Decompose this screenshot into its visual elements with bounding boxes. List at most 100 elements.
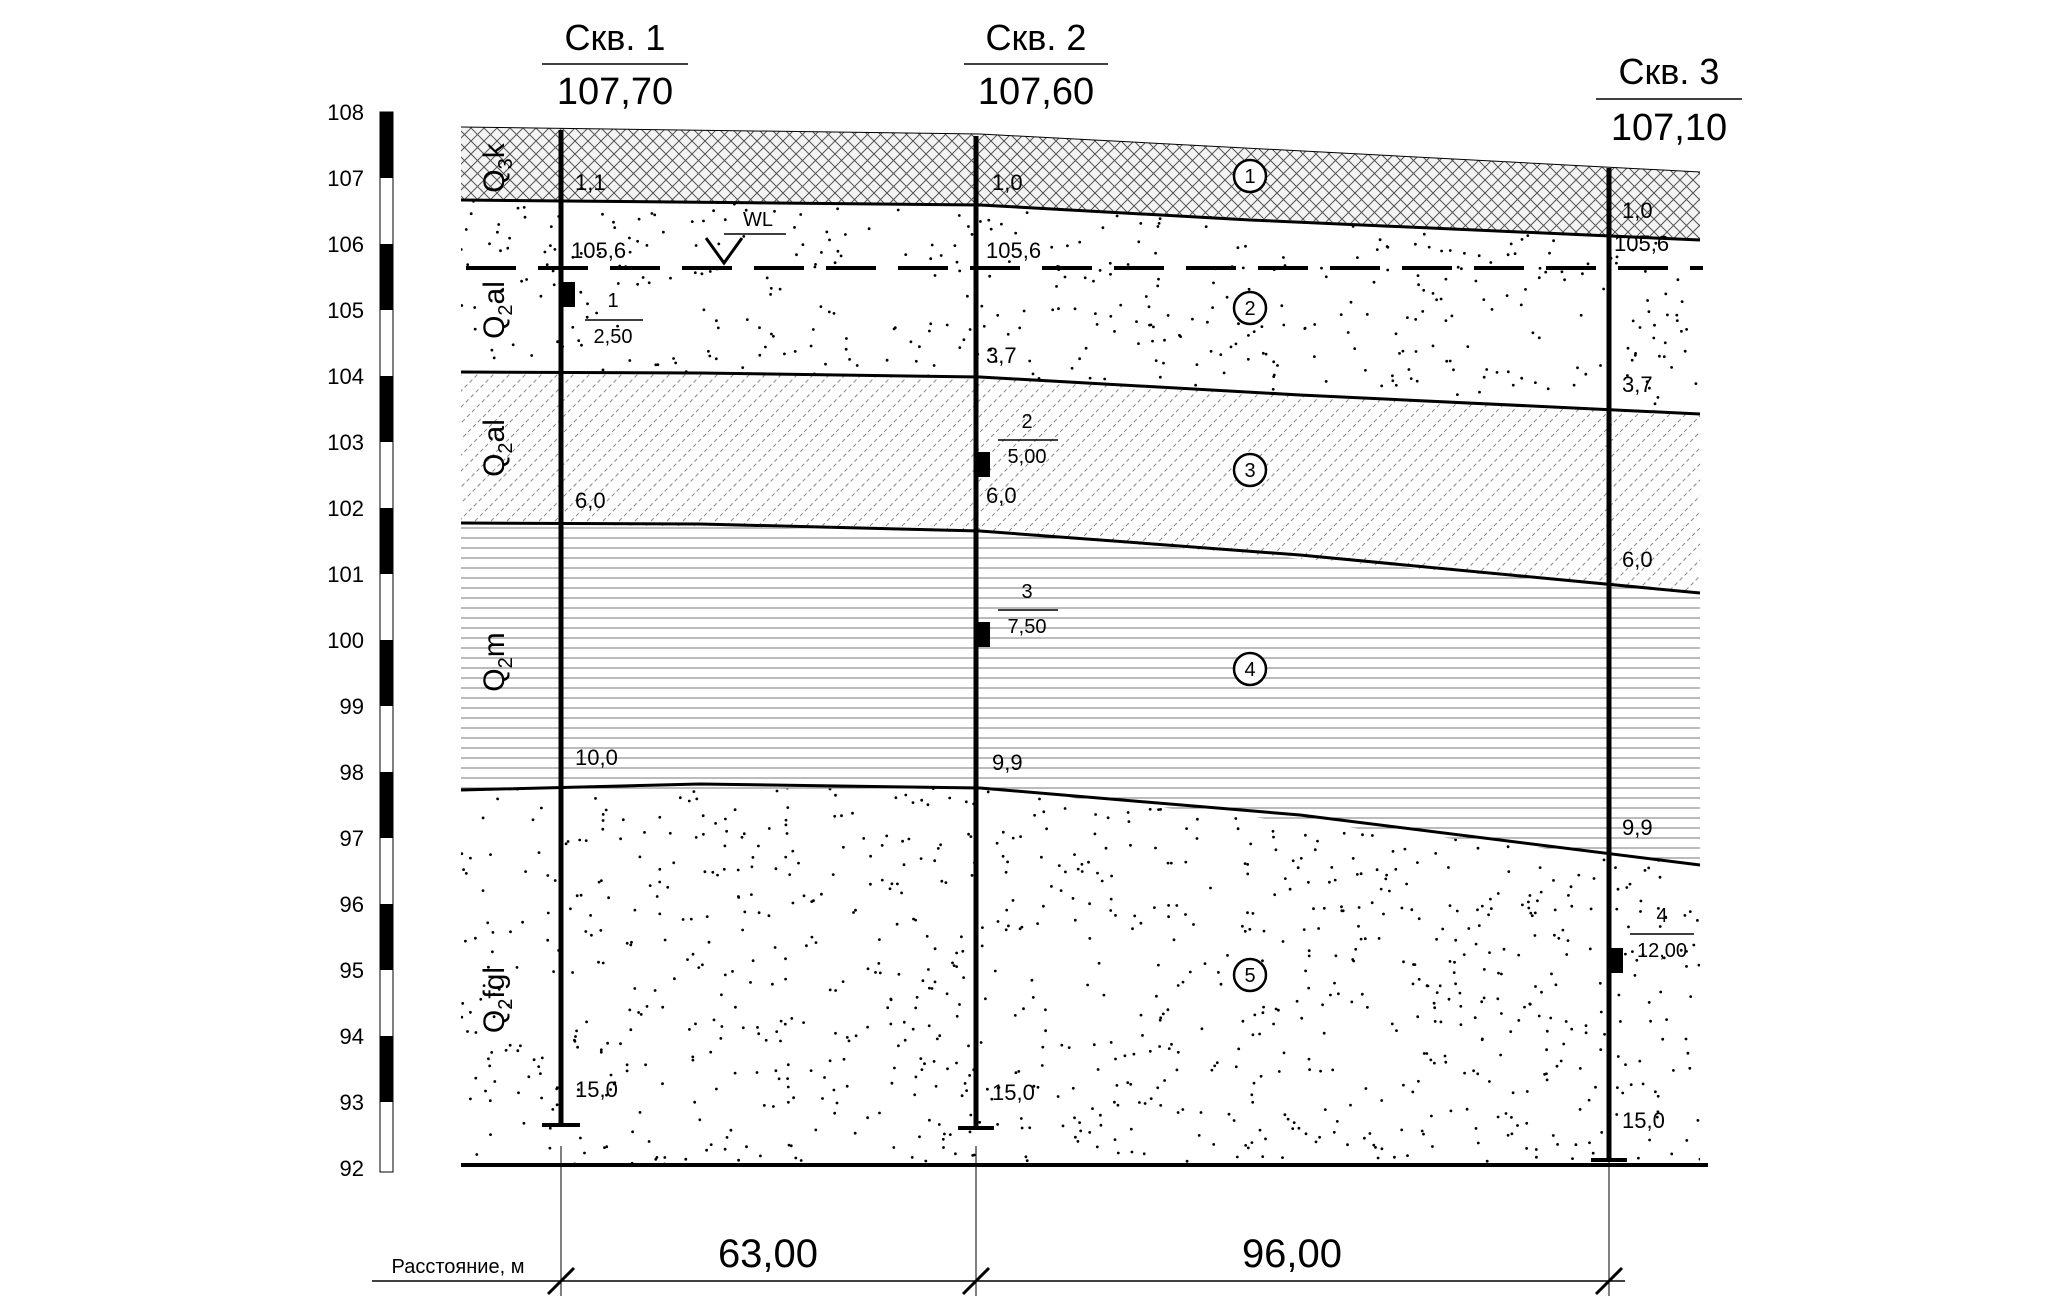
scale-label: 107 [327,166,364,191]
w2-depth-sand: 3,7 [986,343,1017,368]
w2-depth-loam: 6,0 [986,483,1017,508]
svg-text:1: 1 [1244,166,1255,188]
scale-label: 103 [327,430,364,455]
svg-text:2: 2 [1244,298,1255,320]
svg-text:4: 4 [1244,659,1255,681]
layer-clay-fill [461,527,1700,859]
boundary-2 [460,370,1701,416]
w1-depth-loam: 6,0 [575,488,606,513]
scale-label: 95 [340,958,364,983]
distance-2-3: 96,00 [1242,1232,1342,1276]
scale-label: 104 [327,364,364,389]
w2-depth-soil: 1,0 [992,170,1023,195]
w3-depth-soil: 1,0 [1622,198,1653,223]
w3-depth-clay: 9,9 [1622,815,1653,840]
strata-label-1: Q3k [478,142,517,192]
well-1-name: Скв. 1 [565,17,666,58]
svg-text:2,50: 2,50 [594,326,633,348]
strata-label-5: Q2fgl [478,967,517,1033]
well-headers: Скв. 1 107,70 Скв. 2 107,60 Скв. 3 107,1… [542,17,1742,149]
layer-loam-fill [461,372,1700,593]
scale-label: 98 [340,760,364,785]
strata-label-3: Q2al [478,419,517,477]
scale-label: 100 [327,628,364,653]
tick-1 [546,1266,576,1296]
scale-block [380,640,393,706]
ground-surface [460,126,1701,173]
sample-label-2: 2 5,00 [998,411,1058,468]
boreholes [542,130,1627,1162]
layer-number-2: 2 [1232,290,1268,326]
scale-block [380,376,393,442]
layer-number-3: 3 [1232,452,1268,488]
layer-numbers: 1 2 3 4 5 [1232,158,1268,993]
sample-marker-3 [977,622,990,647]
w3-depth-loam: 6,0 [1622,547,1653,572]
distance-caption: Расстояние, м [392,1256,525,1278]
tick-2 [961,1266,991,1296]
svg-text:5: 5 [1244,965,1255,987]
well-1-elevation: 107,70 [557,71,673,113]
elevation-scale: 108 107 106 105 104 103 102 101 100 99 98 97 96 95 94 9… [327,100,394,1181]
scale-label: 105 [327,298,364,323]
water-level-marker: WL [704,209,786,266]
layer-number-5: 5 [1232,957,1268,993]
distance-1-2: 63,00 [718,1232,818,1276]
sample-marker-1 [562,282,575,307]
scale-block [380,1036,393,1102]
svg-text:5,00: 5,00 [1008,446,1047,468]
scale-label: 106 [327,232,364,257]
w3-depth-wl: 105,6 [1614,231,1669,256]
scale-label: 93 [340,1090,364,1115]
well-2-name: Скв. 2 [986,17,1087,58]
boundary-3 [460,521,1701,595]
w2-depth-wl: 105,6 [986,238,1041,263]
tick-3 [1594,1266,1624,1296]
boundary-4 [460,782,1701,867]
strata-label-2: Q2al [478,281,517,339]
well-header-2: Скв. 2 107,60 [964,17,1108,113]
well-3-elevation: 107,10 [1611,107,1727,149]
sample-labels: 1 2,50 2 5,00 3 7,50 4 12,00 [585,290,1694,962]
well-header-3: Скв. 3 107,10 [1596,51,1742,149]
scale-label: 99 [340,694,364,719]
scale-label: 97 [340,826,364,851]
w1-depth-clay: 10,0 [575,745,618,770]
w2-depth-bottom: 15,0 [992,1080,1035,1105]
svg-text:7,50: 7,50 [1008,616,1047,638]
layer-boundaries [460,126,1708,1167]
w1-depth-bottom: 15,0 [575,1077,618,1102]
depth-labels: 1,1 105,6 6,0 10,0 15,0 1,0 105,6 3,7 6,… [571,170,1669,1133]
w3-depth-bottom: 15,0 [1622,1108,1665,1133]
well-header-1: Скв. 1 107,70 [542,17,688,113]
svg-text:4: 4 [1656,905,1667,927]
scale-block [380,244,393,310]
well-3-name: Скв. 3 [1619,51,1720,92]
scale-block [380,508,393,574]
sample-marker-2 [977,452,990,477]
strata-labels: Q3k Q2al Q2al Q2m Q2fgl [478,142,517,1033]
w2-depth-clay: 9,9 [992,750,1023,775]
svg-text:2: 2 [1021,411,1032,433]
svg-text:3: 3 [1244,460,1255,482]
strata-label-4: Q2m [478,632,517,691]
distance-line [372,1146,1625,1296]
scale-label: 101 [327,562,364,587]
scale-label: 92 [340,1156,364,1181]
scale-label: 108 [327,100,364,125]
scale-block [380,112,393,178]
layer-number-4: 4 [1232,651,1268,687]
scale-block [380,904,393,970]
scale-block [380,772,393,838]
boundary-1 [460,198,1701,242]
layer-sand-lower-fill [461,788,1700,1165]
sample-label-4: 4 12,00 [1630,905,1694,962]
svg-text:12,00: 12,00 [1637,940,1687,962]
sample-marker-4 [1610,948,1623,973]
w1-depth-soil: 1,1 [575,170,606,195]
sample-markers [562,282,1623,973]
w1-depth-wl: 105,6 [571,238,626,263]
well-2-elevation: 107,60 [978,71,1094,113]
scale-label: 102 [327,496,364,521]
